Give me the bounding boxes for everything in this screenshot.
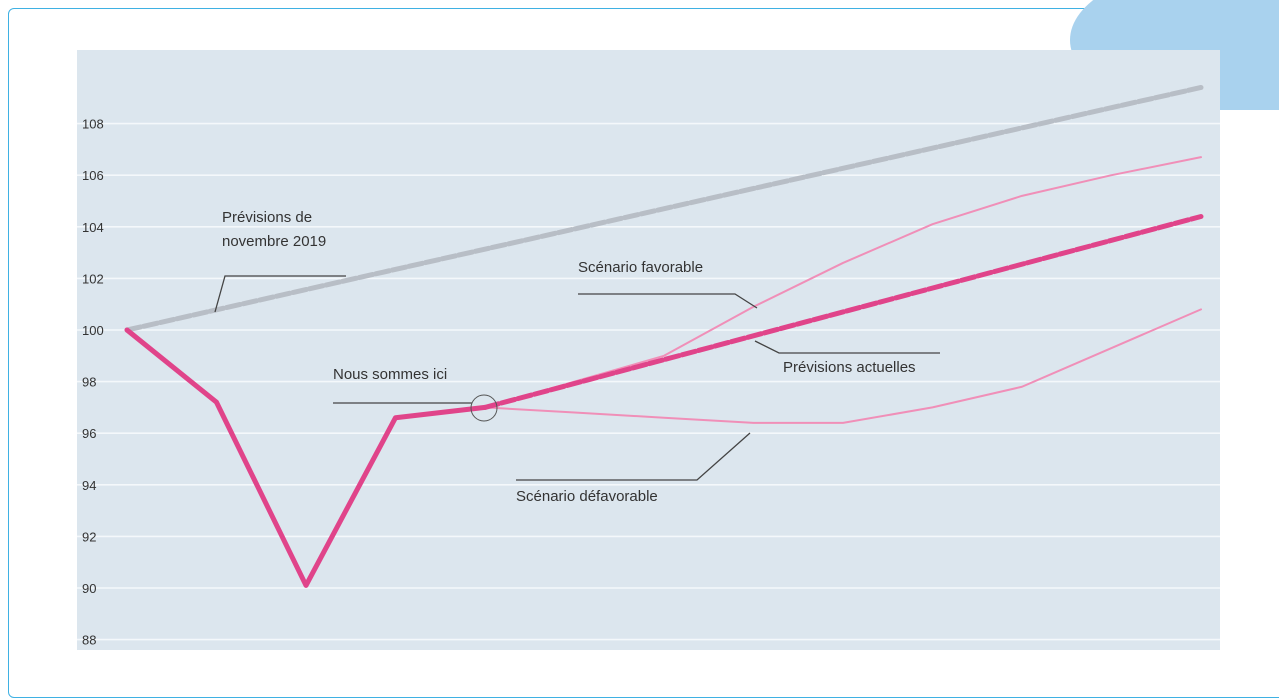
y-tick-label: 108	[82, 117, 104, 132]
annotation-leader-previsions-actuelles	[754, 340, 940, 354]
series-line-2	[482, 213, 1204, 410]
annotation-previsions-novembre-line2: novembre 2019	[222, 233, 326, 250]
line-chart: 108 106 104 102 100 98 96 94 92 90 88 Prévisions d…	[77, 50, 1220, 650]
y-tick-label: 102	[82, 271, 104, 286]
series-line-0	[124, 84, 1204, 333]
annotation-leader-previsions-novembre	[214, 275, 346, 313]
y-tick-label: 98	[82, 375, 96, 390]
y-tick-label: 90	[82, 581, 96, 596]
annotation-scenario-favorable: Scénario favorable	[578, 259, 703, 276]
series-line-3	[484, 156, 1202, 409]
series-line-4	[484, 308, 1202, 424]
y-tick-label: 100	[82, 323, 104, 338]
plot-area	[77, 50, 1220, 650]
y-tick-label: 104	[82, 220, 104, 235]
current-position-marker	[470, 394, 498, 422]
y-tick-label: 92	[82, 529, 96, 544]
y-tick-label: 96	[82, 426, 96, 441]
y-tick-label: 94	[82, 478, 96, 493]
annotation-leader-scenario-defavorable	[516, 432, 751, 481]
annotation-previsions-actuelles: Prévisions actuelles	[783, 359, 916, 376]
y-tick-label: 106	[82, 168, 104, 183]
annotation-leader-scenario-favorable	[578, 293, 758, 309]
annotation-scenario-defavorable: Scénario défavorable	[516, 488, 658, 505]
annotation-previsions-novembre-line1: Prévisions de	[222, 209, 312, 226]
series-line-1	[124, 327, 488, 588]
annotation-nous-sommes-ici: Nous sommes ici	[333, 366, 447, 383]
y-tick-label: 88	[82, 633, 96, 648]
